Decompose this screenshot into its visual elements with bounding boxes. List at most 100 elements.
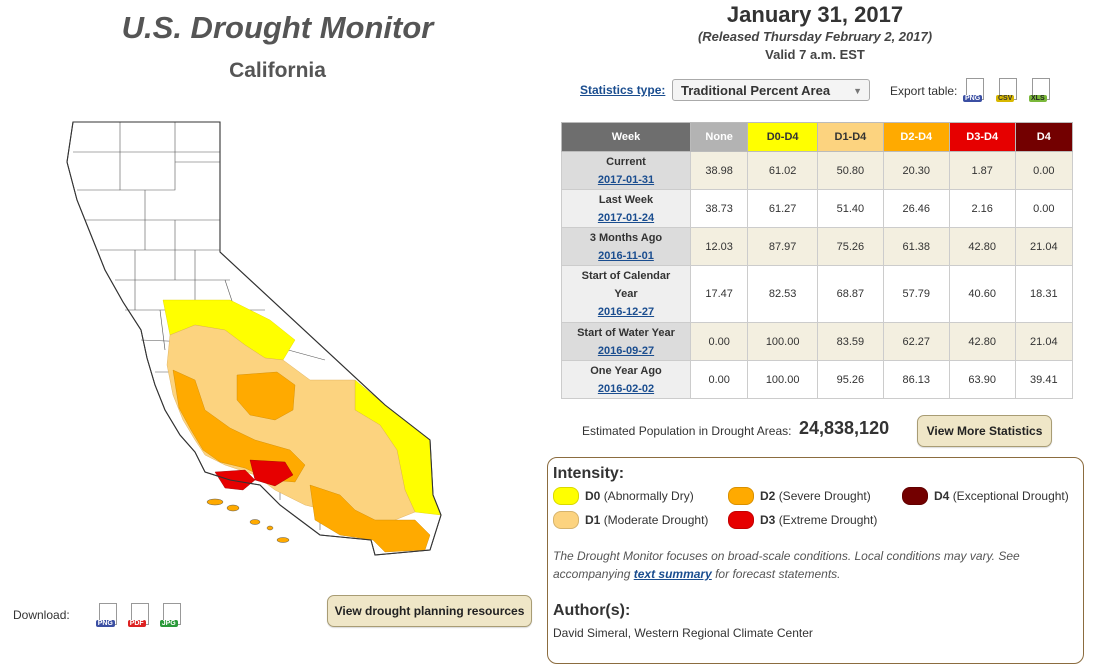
legend-panel bbox=[547, 457, 1084, 664]
value-cell: 0.00 bbox=[689, 360, 749, 399]
drought-statistics-table: Week None D0-D4 D1-D4 D2-D4 D3-D4 D4 Cur… bbox=[561, 122, 1074, 399]
note-text-before: The Drought Monitor focuses on broad-sca… bbox=[553, 549, 1020, 581]
value-cell: 62.27 bbox=[882, 322, 950, 361]
value-cell: 63.90 bbox=[948, 360, 1016, 399]
week-date-link[interactable]: 2016-09-27 bbox=[597, 344, 655, 357]
d3-swatch bbox=[728, 511, 754, 529]
planning-resources-button[interactable]: View drought planning resources bbox=[327, 595, 532, 627]
value-cell: 2.16 bbox=[948, 189, 1016, 228]
text-summary-link[interactable]: text summary bbox=[633, 567, 712, 581]
value-cell: 87.97 bbox=[747, 227, 818, 266]
population-value: 24,838,120 bbox=[799, 418, 890, 438]
value-cell: 12.03 bbox=[689, 227, 749, 266]
legend-code: D3 bbox=[760, 513, 776, 527]
view-more-statistics-button[interactable]: View More Statistics bbox=[917, 415, 1052, 447]
page-title: U.S. Drought Monitor bbox=[121, 10, 434, 45]
export-png-icon[interactable]: PNG bbox=[963, 78, 985, 102]
week-date-link[interactable]: 2017-01-31 bbox=[597, 173, 655, 186]
download-png-icon[interactable]: PNG bbox=[95, 603, 118, 627]
header-d3-d4: D3-D4 bbox=[948, 122, 1016, 152]
state-name: California bbox=[229, 59, 326, 82]
release-date: (Released Thursday February 2, 2017) bbox=[697, 29, 933, 44]
header-d0-d4: D0-D4 bbox=[747, 122, 818, 152]
value-cell: 50.80 bbox=[816, 151, 884, 190]
header-d2-d4: D2-D4 bbox=[882, 122, 950, 152]
legend-code: D4 bbox=[934, 489, 950, 503]
dropdown-arrow-icon: ▼ bbox=[853, 86, 862, 96]
week-label: Start of Water Year bbox=[577, 326, 675, 339]
value-cell: 0.00 bbox=[1014, 151, 1074, 190]
legend-item-d4: D4 (Exceptional Drought) bbox=[902, 487, 1069, 505]
legend-desc: (Moderate Drought) bbox=[603, 513, 709, 527]
week-date-link[interactable]: 2016-11-01 bbox=[598, 249, 654, 262]
note-text-after: for forecast statements. bbox=[711, 567, 841, 581]
value-cell: 38.98 bbox=[689, 151, 749, 190]
legend-item-d2: D2 (Severe Drought) bbox=[728, 487, 871, 505]
value-cell: 26.46 bbox=[882, 189, 950, 228]
value-cell: 83.59 bbox=[816, 322, 884, 361]
week-cell: 3 Months Ago 2016-11-01 bbox=[561, 227, 691, 266]
legend-desc: (Severe Drought) bbox=[778, 489, 871, 503]
week-label: Current bbox=[606, 155, 646, 168]
legend-desc: (Exceptional Drought) bbox=[952, 489, 1069, 503]
week-date-link[interactable]: 2017-01-24 bbox=[597, 211, 655, 224]
map-date: January 31, 2017 bbox=[726, 2, 904, 27]
value-cell: 42.80 bbox=[948, 322, 1016, 361]
statistics-type-select[interactable]: Traditional Percent Area ▼ bbox=[672, 79, 870, 101]
value-cell: 61.38 bbox=[882, 227, 950, 266]
header-d4: D4 bbox=[1014, 122, 1074, 152]
value-cell: 20.30 bbox=[882, 151, 950, 190]
value-cell: 68.87 bbox=[816, 265, 884, 323]
week-date-link[interactable]: 2016-12-27 bbox=[597, 306, 655, 318]
week-cell: Start of Calendar Year 2016-12-27 bbox=[561, 265, 691, 323]
value-cell: 21.04 bbox=[1014, 227, 1074, 266]
table-row: 3 Months Ago 2016-11-01 12.03 87.97 75.26… bbox=[561, 227, 1074, 266]
disclaimer-note: The Drought Monitor focuses on broad-sca… bbox=[553, 547, 1058, 583]
value-cell: 61.27 bbox=[747, 189, 818, 228]
statistics-type-link[interactable]: Statistics type: bbox=[580, 83, 666, 97]
legend-item-d0: D0 (Abnormally Dry) bbox=[553, 487, 694, 505]
d2-swatch bbox=[728, 487, 754, 505]
statistics-type-value: Traditional Percent Area bbox=[681, 83, 831, 98]
week-cell: Last Week 2017-01-24 bbox=[561, 189, 691, 228]
table-row: Current 2017-01-31 38.98 61.02 50.80 20.3… bbox=[561, 151, 1074, 190]
header-week: Week bbox=[561, 122, 691, 152]
value-cell: 17.47 bbox=[689, 265, 749, 323]
value-cell: 1.87 bbox=[948, 151, 1016, 190]
d0-swatch bbox=[553, 487, 579, 505]
d3-area bbox=[214, 459, 294, 491]
legend-code: D2 bbox=[760, 489, 776, 503]
channel-islands bbox=[206, 498, 290, 543]
legend-desc: (Extreme Drought) bbox=[778, 513, 878, 527]
header-none: None bbox=[689, 122, 749, 152]
table-row: Last Week 2017-01-24 38.73 61.27 51.40 26… bbox=[561, 189, 1074, 228]
download-jpg-icon[interactable]: JPG bbox=[159, 603, 182, 627]
legend-title: Intensity: bbox=[553, 465, 625, 482]
week-cell: Current 2017-01-31 bbox=[561, 151, 691, 190]
legend-desc: (Abnormally Dry) bbox=[603, 489, 694, 503]
week-date-link[interactable]: 2016-02-02 bbox=[597, 382, 655, 395]
value-cell: 18.31 bbox=[1014, 265, 1074, 323]
valid-time: Valid 7 a.m. EST bbox=[765, 47, 865, 62]
value-cell: 39.41 bbox=[1014, 360, 1074, 399]
legend-code: D0 bbox=[585, 489, 601, 503]
legend-item-d1: D1 (Moderate Drought) bbox=[553, 511, 708, 529]
value-cell: 57.79 bbox=[882, 265, 950, 323]
export-csv-icon[interactable]: CSV bbox=[996, 78, 1018, 102]
value-cell: 100.00 bbox=[747, 360, 818, 399]
week-cell: One Year Ago 2016-02-02 bbox=[561, 360, 691, 399]
week-label: One Year Ago bbox=[590, 364, 662, 377]
population-label: Estimated Population in Drought Areas: bbox=[582, 424, 792, 438]
download-pdf-icon[interactable]: PDF bbox=[127, 603, 150, 627]
value-cell: 38.73 bbox=[689, 189, 749, 228]
author-name: David Simeral, Western Regional Climate … bbox=[553, 626, 813, 640]
value-cell: 61.02 bbox=[747, 151, 818, 190]
table-row: Start of Calendar Year 2016-12-27 17.47 8… bbox=[561, 265, 1074, 323]
value-cell: 95.26 bbox=[816, 360, 884, 399]
value-cell: 51.40 bbox=[816, 189, 884, 228]
california-drought-map bbox=[66, 121, 442, 556]
authors-heading: Author(s): bbox=[553, 602, 631, 619]
export-xls-icon[interactable]: XLS bbox=[1029, 78, 1051, 102]
week-label: Last Week bbox=[598, 193, 654, 206]
value-cell: 0.00 bbox=[1014, 189, 1074, 228]
